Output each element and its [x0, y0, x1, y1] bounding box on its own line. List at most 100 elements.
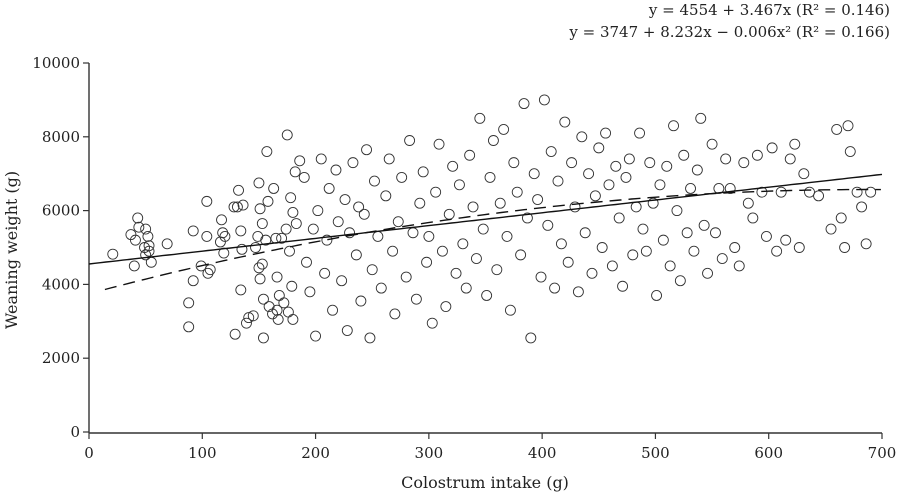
quadratic-fit-line: [104, 188, 881, 291]
data-point: [579, 227, 591, 239]
data-point: [312, 205, 324, 217]
data-point: [183, 297, 195, 309]
data-point: [201, 195, 213, 207]
data-point: [201, 230, 213, 242]
data-point: [498, 123, 510, 135]
data-point: [825, 223, 837, 235]
data-point: [236, 243, 248, 255]
data-point: [518, 98, 530, 110]
data-point: [142, 230, 154, 242]
data-point: [504, 304, 516, 316]
data-point: [521, 212, 533, 224]
data-point: [243, 312, 255, 324]
data-point: [304, 286, 316, 298]
x-tick-label: 500: [641, 444, 670, 462]
data-point: [766, 142, 778, 154]
data-point: [290, 218, 302, 229]
data-point: [253, 262, 265, 274]
data-point: [253, 177, 265, 189]
data-point: [664, 260, 676, 272]
data-point: [256, 218, 268, 229]
data-point: [813, 190, 825, 202]
data-point: [273, 290, 285, 301]
data-point: [644, 157, 656, 169]
data-point: [464, 149, 476, 161]
data-point: [691, 164, 703, 176]
data-point: [258, 293, 269, 305]
data-point: [430, 186, 442, 198]
data-point: [487, 135, 499, 146]
data-point: [738, 157, 750, 169]
data-point: [613, 212, 625, 224]
y-axis-label: Weaning weight (g): [2, 171, 21, 329]
data-point: [457, 238, 469, 250]
data-point: [508, 157, 520, 169]
data-point: [562, 256, 574, 268]
data-point: [798, 168, 810, 180]
data-point: [484, 171, 496, 183]
data-point: [535, 271, 547, 283]
data-point: [202, 267, 214, 279]
y-tick-label: 4000: [42, 275, 80, 293]
data-point: [839, 242, 851, 253]
data-point: [695, 112, 707, 124]
data-point: [443, 208, 455, 220]
data-point: [421, 256, 433, 268]
data-point: [195, 260, 207, 272]
data-point: [627, 249, 639, 261]
data-point: [161, 238, 173, 250]
data-point: [332, 216, 344, 228]
data-point: [258, 332, 269, 344]
data-point: [250, 242, 261, 253]
data-point: [842, 120, 854, 132]
data-point: [187, 275, 199, 287]
data-point: [133, 221, 145, 233]
data-point: [281, 129, 293, 141]
data-point: [751, 149, 763, 161]
data-point: [720, 153, 732, 165]
linear-equation: y = 4554 + 3.467x (R² = 0.146): [648, 1, 890, 19]
data-point: [528, 168, 540, 180]
data-point: [640, 245, 652, 257]
data-point: [780, 234, 792, 246]
data-point: [467, 201, 479, 213]
data-point: [433, 138, 445, 150]
data-point: [271, 304, 283, 316]
data-point: [586, 267, 598, 279]
data-point: [310, 330, 322, 342]
data-point: [559, 116, 571, 128]
data-point: [143, 240, 155, 252]
data-point: [647, 197, 659, 209]
data-point: [287, 206, 299, 218]
data-point: [280, 223, 292, 235]
data-point: [235, 225, 247, 237]
data-point: [229, 328, 241, 340]
y-tick-label: 2000: [42, 349, 80, 367]
data-point: [784, 153, 796, 165]
data-point: [392, 216, 404, 228]
data-point: [364, 332, 376, 344]
data-point: [301, 256, 312, 268]
data-point: [566, 157, 578, 169]
data-point: [654, 179, 666, 191]
data-point: [276, 232, 288, 244]
data-point: [254, 203, 266, 215]
data-point: [437, 245, 448, 257]
data-point: [350, 249, 362, 261]
data-point: [760, 230, 772, 242]
data-point: [844, 146, 856, 158]
data-point: [400, 271, 412, 283]
data-point: [851, 186, 863, 198]
x-tick-label: 200: [301, 444, 330, 462]
data-point: [630, 201, 642, 213]
data-point: [132, 212, 144, 224]
axes: [88, 63, 882, 434]
data-point: [623, 153, 635, 165]
data-point: [593, 142, 605, 154]
x-tick-label: 300: [415, 444, 444, 462]
data-point: [450, 267, 462, 279]
data-point: [603, 179, 615, 191]
data-point: [596, 242, 608, 253]
x-tick-label: 0: [84, 444, 94, 462]
data-point: [637, 223, 649, 235]
